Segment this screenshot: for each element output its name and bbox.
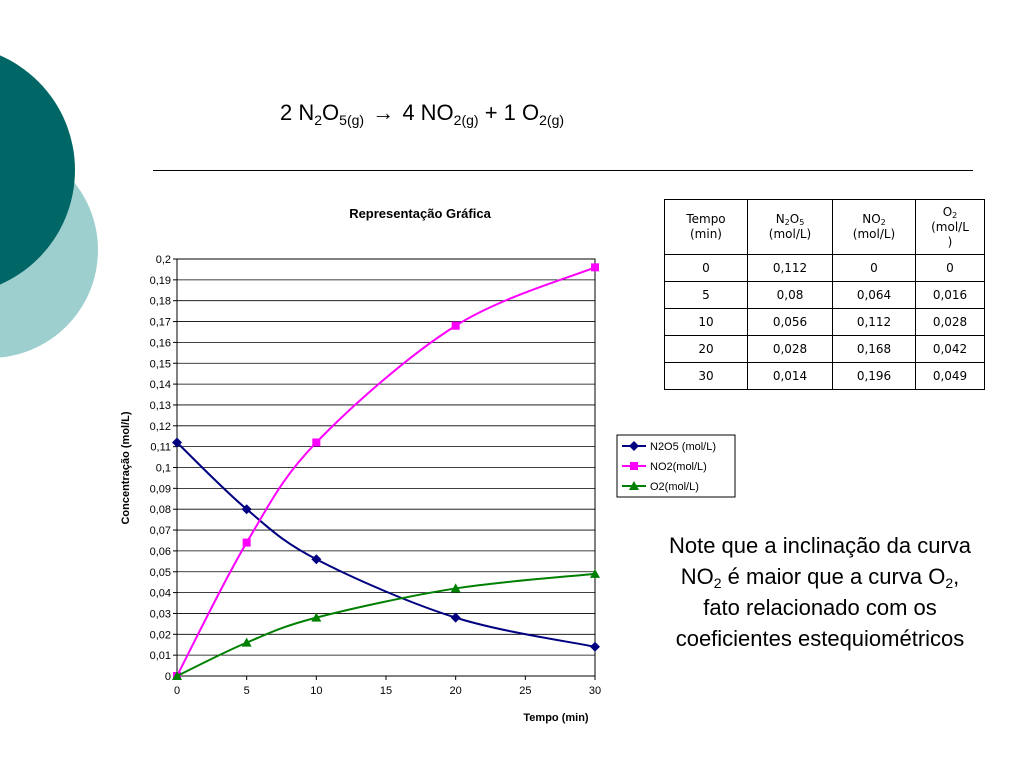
table-row: 20 0,028 0,168 0,042	[664, 335, 985, 363]
legend-label: NO2(mol/L)	[650, 461, 707, 473]
table-cell: 0,196	[832, 362, 916, 390]
table-cell: 0,049	[915, 362, 985, 390]
table-cell: 0	[915, 254, 985, 282]
legend-marker	[630, 462, 638, 470]
y-tick-label: 0,18	[150, 296, 171, 308]
table-row: 5 0,08 0,064 0,016	[664, 281, 985, 309]
table-header-row: Tempo (min) N2O5 (mol/L) NO2 (mol/L) O2 (mol/L)	[664, 199, 985, 255]
reaction-arrow-icon: →	[372, 100, 395, 125]
y-tick-label: 0,1	[156, 463, 171, 475]
table-cell: 0,042	[915, 335, 985, 363]
chart-title: Representação Gráfica	[349, 206, 491, 221]
y-tick-label: 0	[165, 671, 171, 683]
table-cell: 0,056	[747, 308, 833, 336]
table-cell: 0	[832, 254, 916, 282]
data-point	[450, 583, 461, 593]
concentration-table: Tempo (min) N2O5 (mol/L) NO2 (mol/L) O2 (mol/L)…	[664, 199, 985, 390]
y-tick-label: 0,09	[150, 483, 171, 495]
table-row: 10 0,056 0,112 0,028	[664, 308, 985, 336]
y-tick-label: 0,01	[150, 650, 171, 662]
y-tick-label: 0,2	[156, 254, 171, 266]
note-text: Note que a inclinação da curva NO2 é mai…	[668, 533, 972, 651]
decor-dark-circle	[0, 55, 75, 285]
y-tick-label: 0,04	[150, 588, 171, 600]
data-point	[450, 612, 461, 623]
y-tick-label: 0,12	[150, 421, 171, 433]
reaction-equation: 2 N2O5(g) → 4 NO2(g) + 1 O2(g)	[280, 100, 565, 128]
y-tick-label: 0,02	[150, 629, 171, 641]
table-cell: 0,08	[747, 281, 833, 309]
x-tick-label: 0	[174, 685, 180, 697]
table-header-cell: N2O5 (mol/L)	[747, 199, 833, 255]
x-tick-label: 15	[380, 685, 392, 697]
divider-line	[153, 170, 973, 171]
table-cell: 0,014	[747, 362, 833, 390]
data-point	[311, 612, 322, 622]
table-header-cell: O2 (mol/L)	[915, 199, 985, 255]
series-line	[176, 266, 596, 677]
data-point	[241, 637, 252, 647]
data-point	[242, 538, 251, 547]
legend-marker	[629, 441, 639, 451]
y-tick-label: 0,16	[150, 337, 171, 349]
x-tick-label: 10	[310, 685, 322, 697]
data-point	[590, 641, 600, 652]
data-point	[172, 671, 182, 680]
data-point	[590, 568, 600, 578]
y-tick-label: 0,17	[150, 317, 171, 329]
table-cell: 20	[664, 335, 748, 363]
table-header-cell: Tempo (min)	[664, 199, 748, 255]
table-cell: 0,016	[915, 281, 985, 309]
table-header-cell: NO2 (mol/L)	[832, 199, 916, 255]
y-tick-label: 0,03	[150, 608, 171, 620]
table-row: 30 0,014 0,196 0,049	[664, 362, 985, 390]
y-tick-label: 0,11	[150, 442, 171, 454]
y-tick-label: 0,14	[150, 379, 171, 391]
x-tick-label: 25	[519, 685, 531, 697]
series-line	[176, 572, 596, 677]
legend-marker	[629, 481, 639, 490]
x-axis-label: Tempo (min)	[523, 712, 589, 724]
y-tick-label: 0,15	[150, 358, 171, 370]
concentration-chart: Representação Gráfica 0 0,01 0,02 0,03 0,04 0…	[120, 206, 736, 724]
slide-decoration	[0, 55, 98, 358]
y-tick-label: 0,13	[150, 400, 171, 412]
table-cell: 10	[664, 308, 748, 336]
data-point	[591, 263, 599, 272]
legend-label: N2O5 (mol/L)	[650, 441, 716, 453]
y-tick-label: 0,08	[150, 504, 171, 516]
table-cell: 0,028	[915, 308, 985, 336]
legend-label: O2(mol/L)	[650, 481, 699, 493]
y-tick-label: 0,06	[150, 546, 171, 558]
table-cell: 0,168	[832, 335, 916, 363]
y-axis-label: Concentração (mol/L)	[120, 411, 132, 524]
table-cell: 0,064	[832, 281, 916, 309]
table-row: 0 0,112 0 0	[664, 254, 985, 282]
legend: N2O5 (mol/L) NO2(mol/L) O2(mol/L)	[616, 434, 736, 498]
data-point	[311, 554, 322, 565]
data-point	[172, 437, 182, 448]
data-point	[241, 504, 252, 515]
table-cell: 0,112	[747, 254, 833, 282]
x-tick-label: 20	[450, 685, 462, 697]
table-cell: 30	[664, 362, 748, 390]
data-point	[312, 438, 321, 447]
y-tick-label: 0,19	[150, 275, 171, 287]
y-tick-label: 0,07	[150, 525, 171, 537]
series-line	[176, 441, 596, 648]
x-tick-label: 30	[589, 685, 601, 697]
table-cell: 0	[664, 254, 748, 282]
x-tick-label: 5	[244, 685, 250, 697]
data-point	[451, 321, 460, 330]
y-tick-label: 0,05	[150, 567, 171, 579]
table-cell: 0,028	[747, 335, 833, 363]
table-cell: 0,112	[832, 308, 916, 336]
table-cell: 5	[664, 281, 748, 309]
